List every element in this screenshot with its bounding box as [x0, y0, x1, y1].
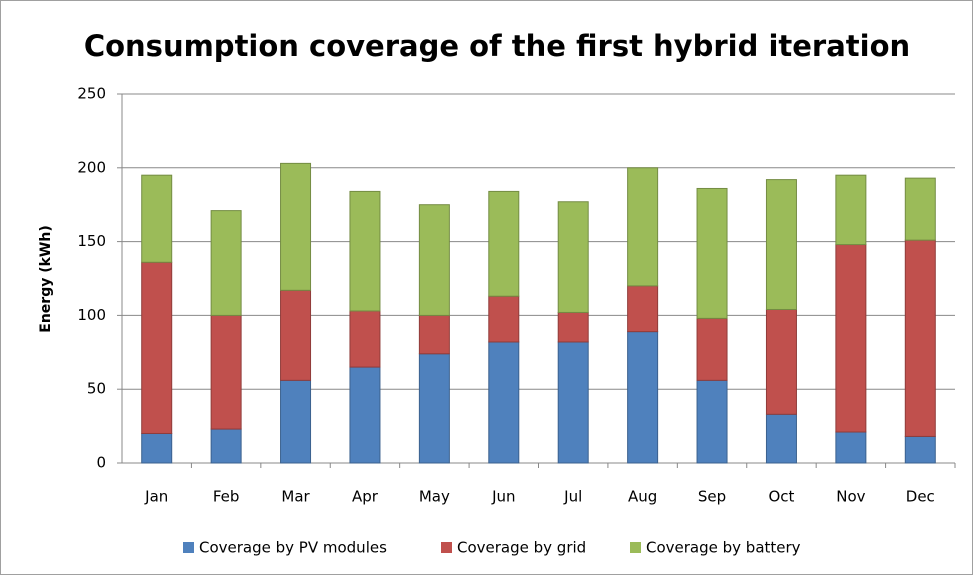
chart-title: Consumption coverage of the first hybrid… [84, 29, 910, 63]
y-tick-label: 50 [87, 380, 106, 398]
x-tick-label: Jul [563, 488, 582, 506]
bar-segment [765, 308, 797, 415]
bar-segment [418, 353, 450, 464]
y-tick-label: 250 [77, 85, 106, 103]
bar-segment [349, 366, 381, 464]
bar-segment [696, 187, 728, 319]
bar-segment [557, 341, 589, 464]
x-tick-label: Mar [281, 488, 310, 506]
x-tick-label: Sep [698, 488, 726, 506]
y-tick-label: 0 [96, 454, 106, 472]
legend-label: Coverage by battery [646, 539, 801, 557]
bar-segment [210, 428, 242, 464]
bar-segment [904, 239, 936, 437]
y-tick-label: 100 [77, 306, 106, 324]
bar-segment [141, 261, 173, 434]
bar-segment [418, 204, 450, 316]
legend-label: Coverage by PV modules [199, 539, 387, 557]
y-tick-label: 200 [77, 158, 106, 176]
legend-swatch [441, 542, 452, 553]
bar-segment [280, 289, 312, 381]
bar-segment [280, 162, 312, 291]
x-tick-label: Jun [491, 488, 515, 506]
x-tick-label: Dec [906, 488, 935, 506]
bar-segment [280, 379, 312, 464]
bar-segment [488, 295, 520, 343]
bar-segment [904, 435, 936, 464]
bar-segment [349, 310, 381, 368]
y-axis-title: Energy (kWh) [38, 225, 54, 332]
bar-segment [557, 201, 589, 313]
legend-swatch [183, 542, 194, 553]
bar-segment [835, 174, 867, 246]
bar-segment [627, 285, 659, 333]
bar-segment [627, 331, 659, 464]
x-tick-label: Oct [768, 488, 794, 506]
bar-segment [488, 190, 520, 297]
x-tick-label: Feb [213, 488, 240, 506]
bar-segment [141, 432, 173, 464]
y-tick-label: 150 [77, 232, 106, 250]
bar-segment [696, 317, 728, 381]
bar-segment [210, 314, 242, 430]
bar-segment [627, 167, 659, 287]
bar-segment [418, 314, 450, 355]
legend-label: Coverage by grid [457, 539, 586, 557]
x-tick-label: May [419, 488, 450, 506]
bar-segment [210, 210, 242, 316]
bar-segment [141, 174, 173, 263]
bar-segment [488, 341, 520, 464]
bar-segment [835, 244, 867, 433]
bar-segment [557, 311, 589, 343]
bar-segment [835, 431, 867, 464]
x-tick-label: Jan [144, 488, 168, 506]
bar-segment [904, 177, 936, 241]
bar-segment [765, 179, 797, 310]
legend-swatch [630, 542, 641, 553]
bar-segment [349, 190, 381, 312]
x-tick-label: Aug [628, 488, 657, 506]
bar-segment [696, 379, 728, 464]
bar-segment [765, 413, 797, 464]
x-tick-label: Nov [836, 488, 865, 506]
x-tick-label: Apr [352, 488, 379, 506]
